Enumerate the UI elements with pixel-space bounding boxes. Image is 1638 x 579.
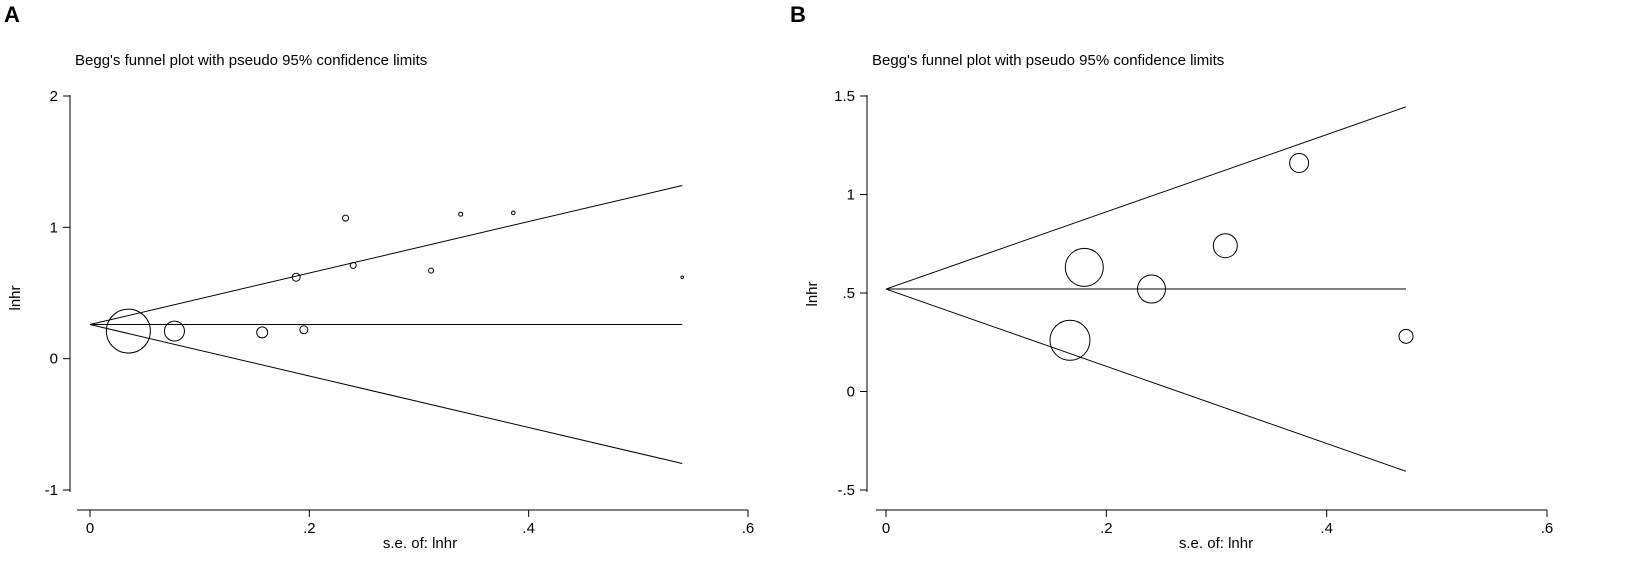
study-point <box>1049 319 1091 361</box>
y-axis-label: lnhr <box>804 281 821 306</box>
y-tick-label: 1 <box>50 219 58 236</box>
funnel-plot-panel-a: A Begg's funnel plot with pseudo 95% con… <box>4 2 754 552</box>
study-point <box>105 308 151 354</box>
study-point <box>1398 328 1414 344</box>
upper-confidence-limit-line <box>885 106 1407 290</box>
study-point <box>680 275 685 280</box>
x-tick-label: .6 <box>1541 520 1554 537</box>
y-tick-label: 0 <box>847 384 855 401</box>
study-point <box>349 261 357 269</box>
x-tick-label: .6 <box>742 520 755 537</box>
panel-letter: A <box>4 2 20 27</box>
x-axis-label: s.e. of: lnhr <box>1179 535 1253 552</box>
x-axis-label: s.e. of: lnhr <box>383 535 457 552</box>
study-point <box>1212 233 1238 259</box>
plot-marks: 0 .2 .4 .6 -.5 0 .5 1 1.5 <box>834 88 1553 537</box>
plot-title: Begg's funnel plot with pseudo 95% confi… <box>872 52 1224 69</box>
study-point <box>163 320 185 342</box>
funnel-plot-panel-b: B Begg's funnel plot with pseudo 95% con… <box>790 2 1553 552</box>
y-axis-label: lnhr <box>7 285 24 310</box>
y-tick-label: 2 <box>50 88 58 105</box>
y-tick-label: 1 <box>847 187 855 204</box>
panel-letter: B <box>790 2 806 27</box>
y-tick-label: 1.5 <box>834 88 855 105</box>
y-tick-label: -1 <box>45 482 58 499</box>
study-point <box>428 267 435 274</box>
study-point <box>342 214 350 222</box>
plot-marks: 0 .2 .4 .6 -1 0 1 2 <box>45 88 755 537</box>
study-point <box>299 325 309 335</box>
study-point <box>458 211 464 217</box>
upper-confidence-limit-line <box>89 185 683 326</box>
lower-confidence-limit-line <box>885 288 1407 472</box>
y-tick-label: .5 <box>842 285 855 302</box>
lower-confidence-limit-line <box>89 324 683 465</box>
study-point <box>511 210 516 216</box>
x-tick-label: .4 <box>1320 520 1333 537</box>
study-point <box>1137 274 1167 304</box>
study-point <box>1064 247 1104 287</box>
plot-title: Begg's funnel plot with pseudo 95% confi… <box>75 52 427 69</box>
x-tick-label: 0 <box>882 520 890 537</box>
y-tick-label: 0 <box>50 351 58 368</box>
study-point <box>256 326 269 339</box>
x-tick-label: .4 <box>522 520 535 537</box>
study-point <box>1289 152 1310 173</box>
y-tick-label: -.5 <box>837 482 855 499</box>
x-tick-label: 0 <box>86 520 94 537</box>
x-tick-label: .2 <box>303 520 316 537</box>
x-tick-label: .2 <box>1100 520 1113 537</box>
study-point <box>291 272 301 282</box>
